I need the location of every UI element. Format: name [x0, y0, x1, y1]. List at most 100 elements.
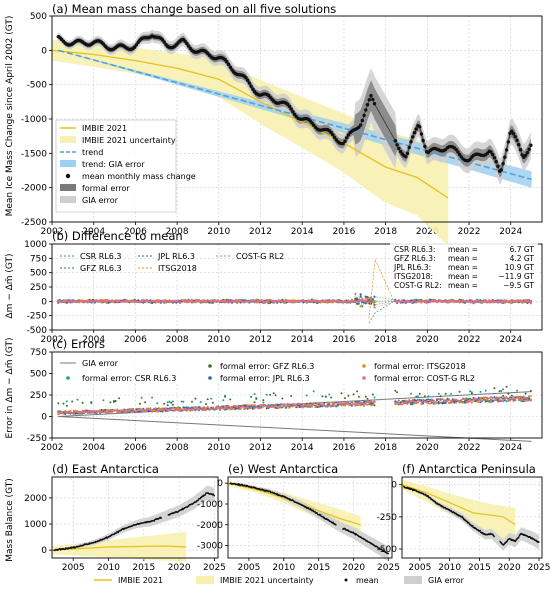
- point-b-costg: [475, 300, 479, 303]
- mean-point-a: [310, 121, 314, 125]
- point-c-costg: [422, 399, 425, 402]
- point-b-costg: [519, 299, 522, 302]
- point-c-costg: [448, 399, 451, 401]
- point-c-gfz: [458, 390, 461, 393]
- point-c-itsg: [69, 410, 72, 412]
- point-c-itsg: [512, 395, 515, 398]
- point-b-costg: [184, 300, 187, 303]
- point-b-costg: [104, 300, 107, 303]
- tick-label-x-b-8: 2018: [374, 335, 397, 345]
- point-c-gfz: [251, 407, 254, 410]
- point-c-gfz: [423, 395, 426, 398]
- point-c-gfz: [166, 404, 169, 407]
- point-c-jpl: [253, 406, 256, 408]
- point-c-itsg: [529, 395, 532, 397]
- tick-label-x-c-3: 2008: [166, 443, 189, 453]
- point-c-costg: [293, 403, 296, 406]
- point-c-costg: [437, 398, 440, 401]
- point-b-costg: [500, 301, 503, 304]
- tick-label-x-b-11: 2024: [499, 335, 522, 345]
- point-b-costg: [182, 299, 185, 303]
- point-c-itsg: [326, 401, 329, 404]
- point-b-costg: [230, 300, 234, 303]
- point-c-jpl: [493, 396, 496, 399]
- point-c-costg: [486, 396, 489, 399]
- point-c-jpl: [224, 408, 227, 411]
- tick-label-y-b-5: 750: [30, 254, 47, 264]
- mean-point-a: [489, 150, 493, 154]
- point-c-costg: [118, 410, 121, 413]
- point-c-costg: [493, 399, 496, 402]
- tick-label-x-f-1: 2010: [438, 563, 461, 573]
- point-c-itsg: [192, 407, 195, 409]
- point-b-costg: [448, 299, 451, 302]
- point-b-itsg: [350, 300, 353, 304]
- point-b-costg: [239, 298, 242, 301]
- point-b-itsg: [64, 299, 67, 302]
- point-c-itsg: [277, 406, 280, 409]
- point-b-costg: [474, 300, 477, 303]
- point-c-costg: [121, 409, 124, 412]
- point-c-costg: [165, 407, 167, 410]
- point-c-itsg: [368, 400, 371, 403]
- point-c-costg: [474, 398, 477, 401]
- point-c-itsg: [119, 409, 122, 412]
- point-c-gfz: [138, 402, 141, 405]
- point-b-costg: [354, 292, 357, 295]
- point-b-costg: [257, 299, 260, 303]
- point-b-costg: [330, 299, 333, 302]
- point-c-costg: [166, 410, 169, 412]
- point-c-costg: [126, 409, 129, 412]
- point-c-gfz: [250, 395, 253, 398]
- point-b-costg: [83, 300, 86, 304]
- mean-point-e: [237, 484, 239, 486]
- point-c-costg: [460, 398, 463, 401]
- mean-point-a: [504, 148, 509, 152]
- point-c-costg: [316, 403, 319, 406]
- point-b-costg: [307, 300, 310, 303]
- point-c-costg: [158, 410, 160, 413]
- point-c-costg: [423, 400, 426, 403]
- point-c-itsg: [429, 402, 432, 405]
- mean-point-a: [134, 43, 139, 47]
- point-c-csr: [126, 411, 129, 414]
- point-c-gfz: [62, 402, 65, 405]
- point-b-costg: [131, 300, 135, 303]
- tick-label-x-a-2: 2006: [124, 227, 147, 237]
- point-b-costg: [175, 300, 178, 303]
- mean-point-a: [289, 107, 293, 111]
- point-c-gfz: [439, 395, 442, 398]
- point-c-costg: [408, 401, 411, 404]
- point-c-jpl: [528, 398, 531, 401]
- point-c-gfz: [229, 398, 232, 401]
- mean-point-a: [225, 60, 229, 64]
- point-c-costg: [90, 411, 93, 413]
- point-c-costg: [298, 403, 301, 406]
- point-c-costg: [111, 409, 114, 412]
- point-c-csr: [328, 393, 331, 396]
- point-c-costg: [484, 396, 487, 399]
- point-c-itsg: [253, 404, 256, 406]
- tick-label-y-a-0: -2500: [21, 218, 47, 228]
- point-c-gfz: [352, 393, 355, 396]
- mean-point-e: [335, 524, 337, 526]
- point-b-costg: [118, 299, 121, 302]
- point-c-costg: [182, 409, 185, 412]
- point-c-gfz: [470, 392, 473, 395]
- tick-label-x-a-3: 2008: [166, 227, 189, 237]
- point-c-gfz: [524, 392, 527, 395]
- point-b-costg: [133, 300, 136, 303]
- point-c-gfz: [347, 394, 350, 397]
- point-c-costg: [271, 406, 273, 409]
- point-c-costg: [430, 398, 433, 401]
- mean-word-itsg: mean =: [448, 272, 478, 281]
- tick-label-y-c-2: 250: [30, 391, 47, 401]
- bottom-legend-gia-swatch: [404, 576, 422, 584]
- point-b-costg: [78, 301, 81, 304]
- point-c-jpl: [413, 399, 416, 402]
- point-c-costg: [323, 404, 326, 407]
- point-c-itsg: [158, 407, 160, 410]
- point-b-costg: [286, 299, 289, 303]
- point-b-itsg: [366, 298, 369, 301]
- panel-e-title: (e) West Antarctica: [228, 462, 338, 476]
